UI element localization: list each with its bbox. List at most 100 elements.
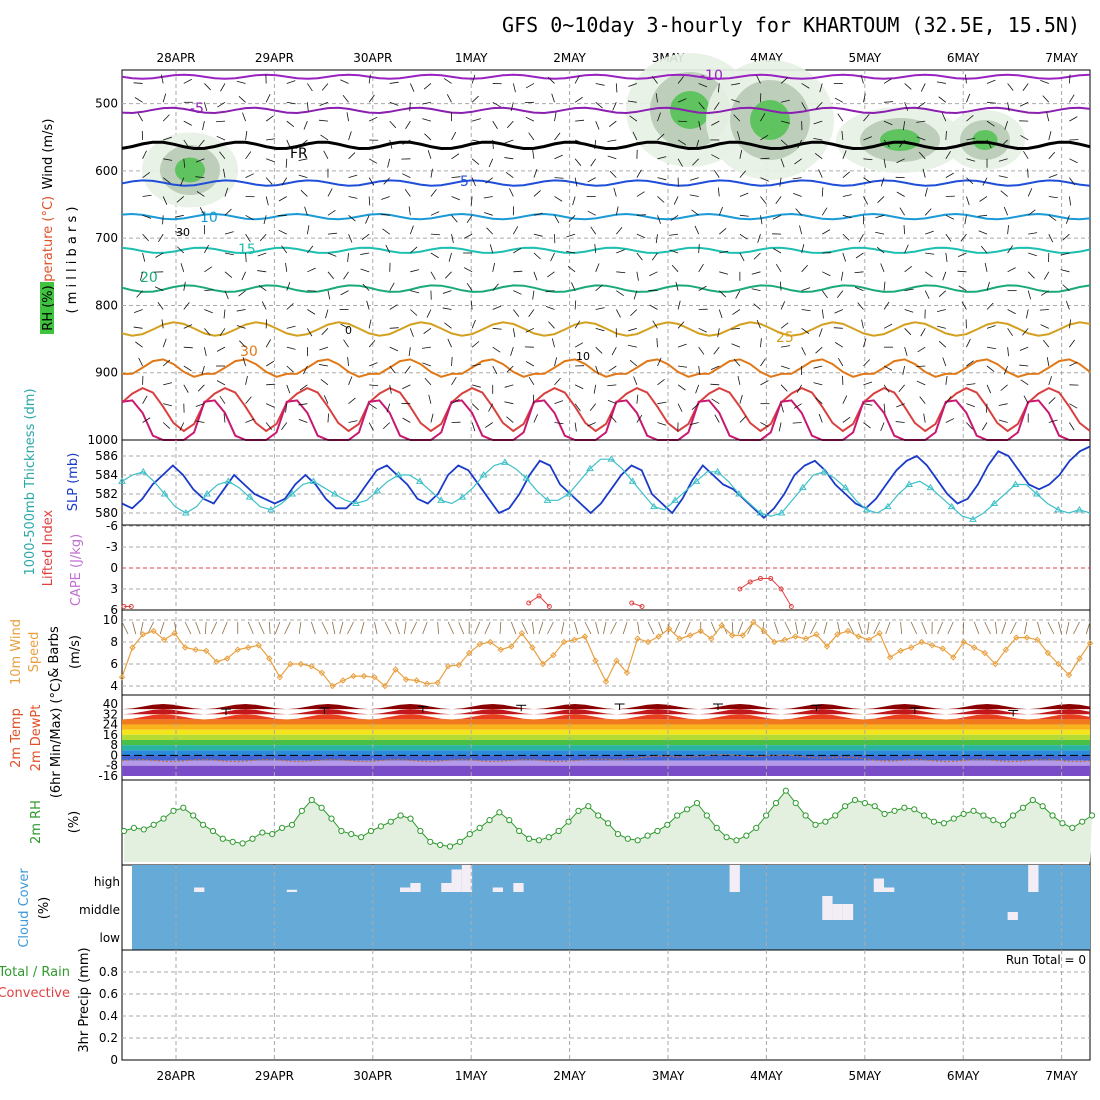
wind-barb bbox=[651, 75, 658, 84]
rh-point bbox=[387, 818, 394, 825]
rh-point bbox=[763, 812, 770, 819]
wind-barb bbox=[183, 346, 193, 349]
wind-barb bbox=[300, 189, 308, 197]
wind-barb bbox=[203, 102, 208, 112]
bottom-date-label: 7MAY bbox=[1045, 1069, 1078, 1083]
rh-point bbox=[733, 837, 740, 844]
wind-speed-point bbox=[160, 636, 168, 644]
wind-barb bbox=[695, 139, 700, 149]
wind-barb bbox=[265, 339, 272, 348]
wind-barb bbox=[492, 305, 502, 310]
wind-barb bbox=[633, 376, 638, 385]
wind-speed-point bbox=[560, 638, 568, 646]
wind-barb bbox=[224, 187, 229, 197]
rh-point bbox=[496, 809, 503, 816]
wind-barb bbox=[265, 422, 273, 430]
slp-point bbox=[990, 499, 999, 506]
wind-barb bbox=[567, 265, 576, 273]
wind-barb bbox=[382, 228, 390, 235]
wind-barb bbox=[884, 101, 894, 103]
wind-barb bbox=[731, 99, 740, 103]
wind-barb bbox=[1019, 346, 1029, 351]
wind-barb bbox=[692, 158, 699, 166]
bottom-date-label: 5MAY bbox=[848, 1069, 881, 1083]
surface-wind-barb bbox=[268, 621, 271, 635]
wind-barb bbox=[842, 395, 848, 404]
wind-barb bbox=[611, 346, 617, 356]
rh-point bbox=[753, 824, 760, 832]
wind-barb bbox=[904, 244, 909, 254]
wind-barb bbox=[513, 270, 523, 273]
wind-barb bbox=[389, 139, 393, 149]
wind-barb bbox=[157, 301, 164, 310]
high-cloud-mark bbox=[729, 865, 740, 892]
rh-point bbox=[535, 837, 543, 844]
slp-point bbox=[373, 486, 382, 494]
rh-point bbox=[338, 827, 345, 835]
wind-barb bbox=[780, 322, 789, 329]
rh-point bbox=[644, 832, 651, 839]
wind-barb bbox=[368, 362, 378, 367]
wind-barb bbox=[423, 83, 432, 90]
isotherm-label: 5 bbox=[460, 174, 469, 190]
ylabel-lifted-index: Lifted Index bbox=[41, 509, 56, 586]
rh-point bbox=[654, 827, 661, 835]
upper-air-yticks: 500 600 700 800 900 1000 bbox=[87, 97, 118, 447]
rh-point bbox=[743, 832, 750, 839]
wind-barb bbox=[961, 301, 967, 310]
wind-barb bbox=[525, 327, 535, 333]
rh-point bbox=[1039, 803, 1046, 810]
wind-barb bbox=[430, 252, 439, 259]
wind-barb bbox=[819, 83, 823, 93]
wind-barb bbox=[554, 132, 561, 141]
wind-barb bbox=[327, 232, 337, 235]
rh-point bbox=[249, 835, 256, 842]
rh-point bbox=[604, 820, 612, 827]
wind-barb bbox=[958, 252, 967, 258]
wind-barb bbox=[628, 327, 638, 332]
high-cloud-mark bbox=[451, 869, 462, 892]
slp-point bbox=[777, 509, 786, 516]
wind-barb bbox=[471, 319, 476, 329]
wind-barb bbox=[945, 214, 955, 220]
rh-point bbox=[693, 800, 701, 807]
wind-barb bbox=[649, 271, 658, 277]
wind-barb bbox=[551, 93, 555, 103]
wind-barb bbox=[966, 177, 974, 185]
wind-barb bbox=[554, 357, 558, 367]
wind-speed-point bbox=[518, 629, 526, 637]
wind-barb bbox=[615, 309, 621, 318]
wind-barb bbox=[863, 359, 870, 367]
wind-barb bbox=[607, 399, 617, 405]
wind-barb bbox=[258, 285, 267, 291]
wind-barb bbox=[368, 94, 375, 103]
slp-point bbox=[224, 477, 233, 484]
wind-barb bbox=[719, 271, 729, 275]
wind-barb bbox=[780, 158, 785, 168]
wind-barb bbox=[966, 158, 976, 162]
wind-barb bbox=[238, 95, 246, 103]
wind-barb bbox=[863, 338, 867, 348]
wind-barb bbox=[938, 340, 947, 348]
wind-speed-point bbox=[992, 660, 999, 668]
wind-barb bbox=[551, 338, 555, 348]
wind-barb bbox=[134, 309, 143, 313]
wind-barb bbox=[1069, 403, 1078, 409]
wind-barb bbox=[1039, 309, 1049, 311]
wind-barb bbox=[1069, 94, 1075, 103]
wind-barb bbox=[488, 403, 494, 412]
wind-speed-point bbox=[613, 657, 620, 664]
wind-barb bbox=[142, 194, 152, 197]
rh-point bbox=[239, 840, 246, 847]
pressure-tick-label: 700 bbox=[95, 231, 118, 245]
surface-wind-barb bbox=[422, 621, 428, 635]
wind-speed-point bbox=[834, 631, 841, 638]
wind-barb bbox=[361, 233, 370, 241]
wind-barb bbox=[408, 206, 411, 216]
wind-speed-point bbox=[171, 629, 178, 637]
thickness-tick-label: 586 bbox=[95, 449, 118, 463]
wind-barb bbox=[142, 252, 146, 262]
wind-barb bbox=[813, 382, 823, 386]
rh-point bbox=[407, 815, 414, 822]
cloud-level-high: high bbox=[94, 875, 120, 889]
